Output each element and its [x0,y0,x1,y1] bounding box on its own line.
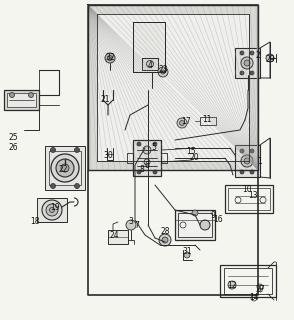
Circle shape [184,252,190,258]
Circle shape [137,142,141,146]
Circle shape [244,60,250,66]
Circle shape [49,207,54,212]
Bar [220,265,276,297]
Text: 13: 13 [248,190,258,199]
Text: 5: 5 [152,143,156,153]
Circle shape [244,158,250,164]
Circle shape [250,71,254,75]
Bar [228,188,270,210]
Text: 16: 16 [213,215,223,225]
Circle shape [240,149,244,153]
Circle shape [108,55,113,60]
Text: 32: 32 [105,53,115,62]
Text: 31: 31 [182,247,192,257]
Circle shape [56,159,74,177]
Circle shape [228,281,236,289]
Bar [49,151,81,185]
Circle shape [162,237,168,243]
Bar [200,117,216,125]
Circle shape [42,200,62,220]
Bar [108,230,128,244]
Text: 17: 17 [181,116,191,125]
Circle shape [146,60,153,68]
Text: 21: 21 [100,95,110,105]
Circle shape [161,70,165,74]
Bar [235,145,260,177]
Circle shape [159,234,171,246]
Circle shape [177,118,187,128]
Bar [178,213,212,237]
Circle shape [51,154,79,182]
Bar [97,14,249,161]
Circle shape [74,183,79,188]
Text: 4: 4 [148,60,152,69]
Circle shape [240,51,244,55]
Circle shape [51,148,56,153]
Bar [97,14,249,161]
Polygon shape [133,140,161,176]
Circle shape [158,67,168,77]
Circle shape [74,148,79,153]
Circle shape [143,146,151,154]
Circle shape [266,54,274,62]
Circle shape [126,220,136,230]
Text: 1: 1 [258,157,262,166]
Text: 28: 28 [160,228,170,236]
Circle shape [250,149,254,153]
Text: 12: 12 [227,282,237,291]
Text: 6: 6 [145,162,149,171]
Text: 15: 15 [186,147,196,156]
Circle shape [29,92,34,98]
Circle shape [192,210,198,216]
Circle shape [105,53,115,63]
Bar [7,93,36,107]
Text: 9: 9 [211,211,216,220]
Text: 30: 30 [103,150,113,159]
Circle shape [250,170,254,174]
Circle shape [241,155,253,167]
Text: 20: 20 [189,154,199,163]
Bar [133,22,165,72]
Circle shape [153,170,157,174]
Text: 18: 18 [30,218,40,227]
Bar [37,198,67,222]
Text: 23: 23 [158,66,168,75]
Bar [235,48,260,78]
Text: 10: 10 [242,186,252,195]
Text: 22: 22 [58,165,68,174]
Text: 19: 19 [50,204,60,212]
Circle shape [240,170,244,174]
Circle shape [46,204,58,216]
Text: 14: 14 [249,293,259,302]
Circle shape [137,170,141,174]
Text: 2: 2 [255,51,260,60]
Circle shape [51,183,56,188]
Text: 29: 29 [265,55,275,65]
Bar [4,90,39,110]
Text: 3: 3 [128,218,133,227]
Circle shape [240,71,244,75]
Bar [45,146,85,190]
Bar [88,5,258,170]
Bar [175,210,215,240]
Text: 7: 7 [135,220,139,229]
Circle shape [250,51,254,55]
Circle shape [200,220,210,230]
Bar [224,268,272,294]
Text: 11: 11 [202,116,212,124]
Circle shape [153,142,157,146]
Circle shape [180,121,185,125]
Bar [225,185,273,213]
Text: 26: 26 [8,143,18,153]
Bar [142,58,158,70]
Text: 25: 25 [8,133,18,142]
Text: 24: 24 [109,230,119,239]
Text: 8: 8 [140,165,144,174]
Circle shape [241,57,253,69]
Circle shape [9,92,14,98]
Circle shape [61,164,69,172]
Text: 27: 27 [255,284,265,293]
